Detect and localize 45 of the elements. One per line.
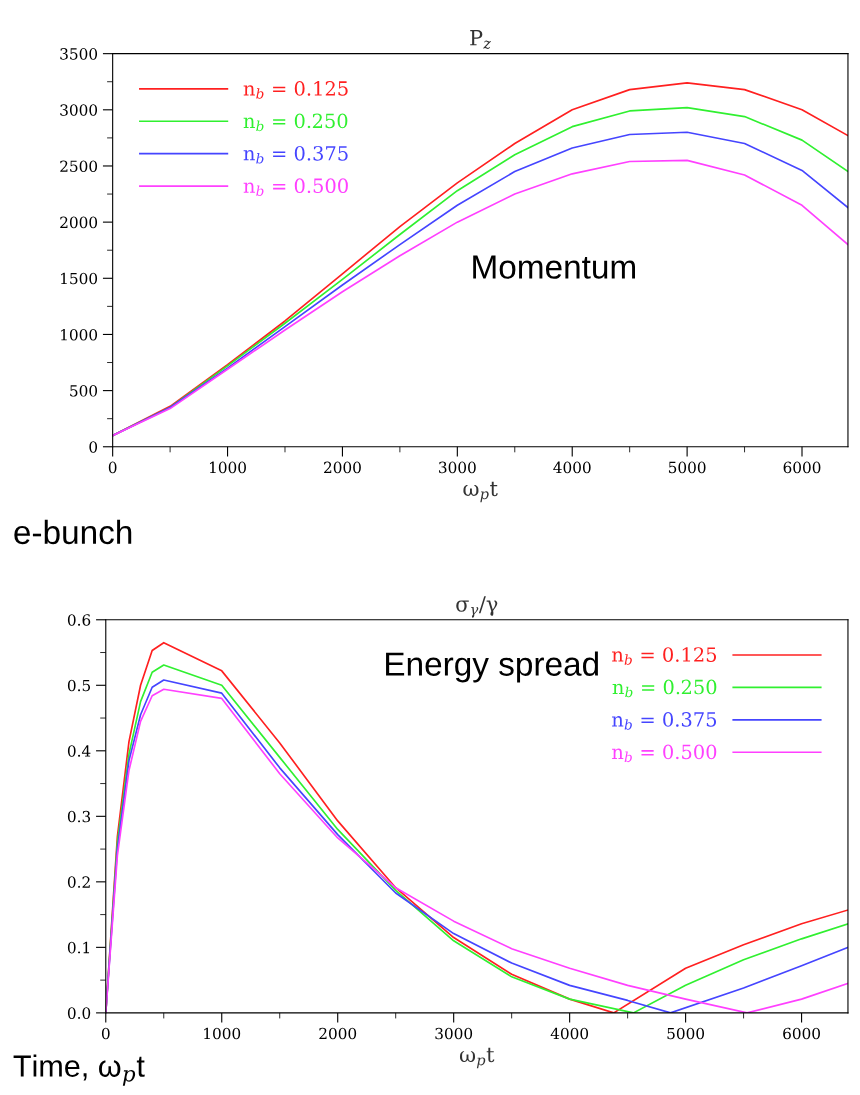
x-tick-label: 4000	[550, 1027, 589, 1040]
y-tick-label: 1500	[61, 272, 98, 285]
legend-label: n$_{b}$ = 0.500	[612, 744, 717, 763]
x-tick-label: 5000	[668, 461, 706, 474]
y-tick-label: 0	[89, 441, 98, 453]
legend-label: n$_{b}$ = 0.375	[612, 712, 717, 730]
x-axis-title: ω$_{p}$t	[463, 481, 498, 503]
y-tick-label: 0.4	[67, 745, 91, 757]
y-tick-label: 0.0	[67, 1007, 91, 1019]
legend-label: n$_{b}$ = 0.250	[243, 113, 348, 132]
legend-label: n$_{b}$ = 0.500	[243, 178, 348, 197]
y-tick-label: 500	[70, 385, 98, 397]
x-tick-label: 3000	[439, 461, 476, 474]
legend-label: n$_{b}$ = 0.375	[243, 145, 348, 164]
x-tick-label: 3000	[435, 1027, 473, 1040]
y-tick-label: 2500	[60, 160, 98, 172]
text: e-bunch	[14, 519, 132, 545]
legend-label: n$_{b}$ = 0.125	[243, 81, 348, 99]
y-tick-label: 0.6	[67, 614, 91, 626]
x-tick-label: 1000	[204, 1027, 241, 1040]
x-tick-label: 1000	[209, 461, 246, 474]
y-tick-label: 0.2	[67, 876, 90, 888]
y-tick-label: 0.5	[67, 679, 91, 692]
y-tick-label: 0.3	[67, 810, 91, 823]
y-tick-label: 3500	[60, 48, 98, 60]
chart-title: σ$_{γ}$/γ	[456, 596, 498, 618]
y-tick-label: 3000	[60, 104, 98, 116]
x-tick-label: 0	[108, 461, 117, 474]
y-tick-label: 1000	[61, 328, 98, 341]
x-axis-title: ω$_{p}$t	[459, 1047, 495, 1069]
chart-title: P$_{z}$	[470, 30, 492, 49]
legend-label: n$_{b}$ = 0.250	[612, 679, 717, 698]
annotation: Momentum	[473, 255, 635, 279]
x-tick-label: 0	[101, 1027, 110, 1040]
x-tick-label: 2000	[319, 1027, 357, 1040]
text: Time, ω$_{p}$t	[13, 1054, 145, 1086]
x-tick-label: 4000	[553, 461, 591, 474]
x-tick-label: 6000	[783, 461, 821, 474]
y-tick-label: 2000	[60, 216, 98, 229]
legend-label: n$_{b}$ = 0.125	[612, 647, 717, 665]
y-tick-label: 0.1	[67, 941, 90, 954]
x-tick-label: 5000	[667, 1027, 705, 1040]
x-tick-label: 2000	[324, 461, 361, 474]
annotation: Energy spread	[386, 651, 598, 683]
x-tick-label: 6000	[783, 1027, 820, 1040]
